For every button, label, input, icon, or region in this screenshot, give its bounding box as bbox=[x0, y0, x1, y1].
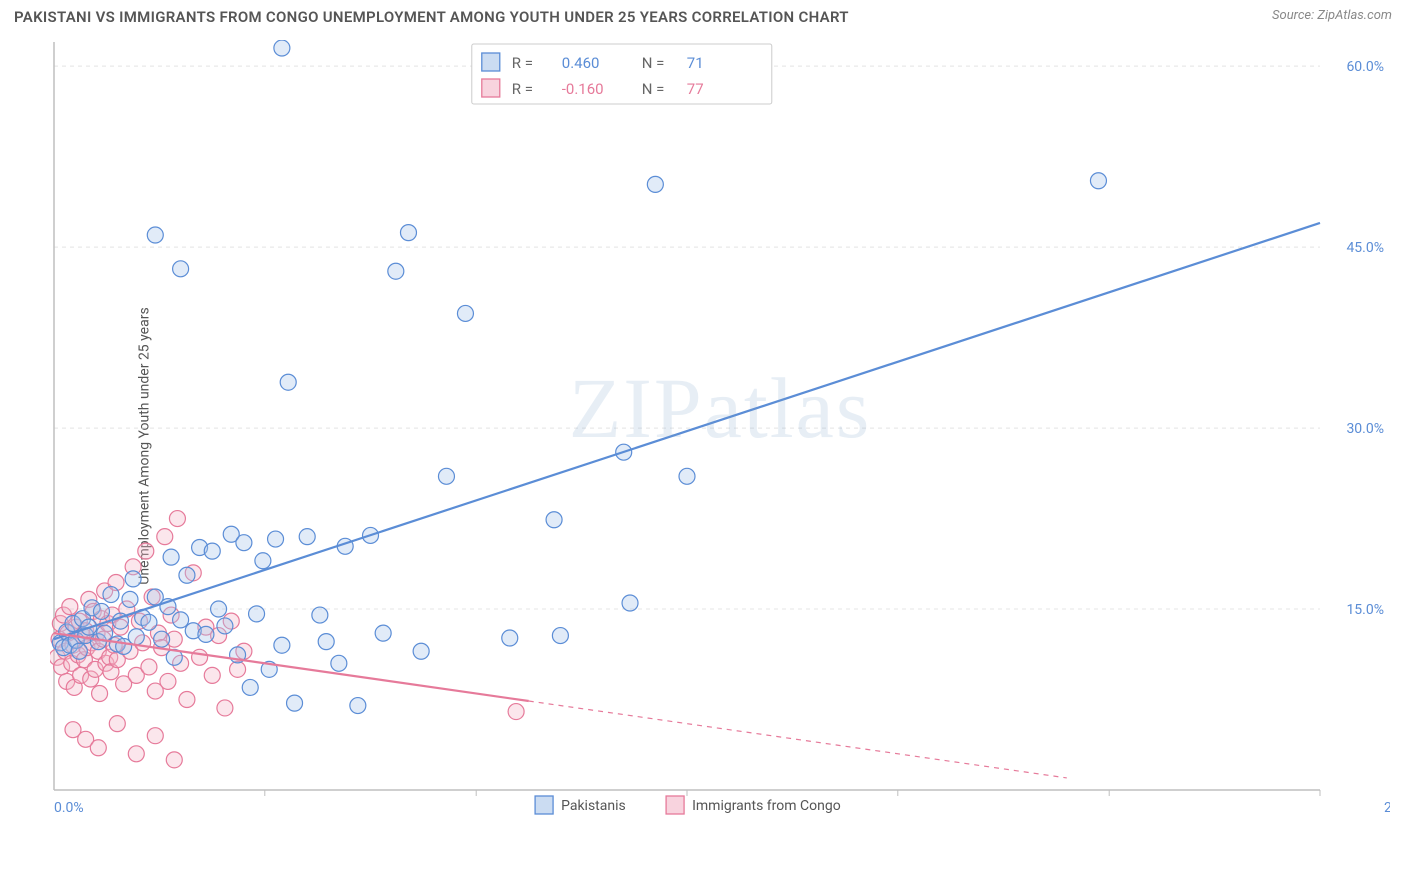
data-point bbox=[268, 531, 284, 547]
data-point bbox=[299, 529, 315, 545]
data-point bbox=[109, 716, 125, 732]
data-point bbox=[287, 695, 303, 711]
data-point bbox=[192, 649, 208, 665]
legend-r-value: 0.460 bbox=[562, 54, 600, 72]
data-point bbox=[552, 628, 568, 644]
trend-line bbox=[54, 223, 1320, 639]
ytick-label: 45.0% bbox=[1346, 240, 1384, 256]
data-point bbox=[125, 571, 141, 587]
data-point bbox=[90, 740, 106, 756]
data-point bbox=[204, 667, 220, 683]
data-point bbox=[204, 543, 220, 559]
data-point bbox=[141, 659, 157, 675]
chart-title: PAKISTANI VS IMMIGRANTS FROM CONGO UNEMP… bbox=[14, 8, 849, 26]
trend-line-extrapolated bbox=[529, 701, 1067, 778]
chart-source: Source: ZipAtlas.com bbox=[1272, 8, 1392, 23]
chart-svg: 15.0% 30.0% 45.0% 60.0% 0.0% 20.0% R = 0.460 N =… bbox=[50, 40, 1390, 840]
legend-swatch bbox=[482, 53, 500, 71]
data-point bbox=[163, 549, 179, 565]
legend-n-label: N = bbox=[642, 80, 665, 98]
legend-swatch bbox=[482, 79, 500, 97]
data-point bbox=[400, 225, 416, 241]
data-point bbox=[71, 643, 87, 659]
data-point bbox=[622, 595, 638, 611]
data-point bbox=[93, 603, 109, 619]
data-point bbox=[508, 704, 524, 720]
data-point bbox=[249, 606, 265, 622]
data-point bbox=[438, 468, 454, 484]
data-point bbox=[211, 601, 227, 617]
data-point bbox=[169, 511, 185, 527]
data-point bbox=[62, 599, 78, 615]
data-point bbox=[147, 728, 163, 744]
data-point bbox=[413, 643, 429, 659]
data-point bbox=[160, 673, 176, 689]
plot-area: ZIPatlas 15.0%30.0%45.0%60.0%0.0%20.0%R … bbox=[50, 40, 1390, 840]
xtick-label: 0.0% bbox=[54, 800, 84, 816]
data-point bbox=[312, 607, 328, 623]
ytick-label: 30.0% bbox=[1346, 421, 1384, 437]
legend-r-value: -0.160 bbox=[562, 80, 604, 98]
data-point bbox=[1090, 173, 1106, 189]
data-point bbox=[350, 698, 366, 714]
data-point bbox=[242, 679, 258, 695]
data-point bbox=[128, 746, 144, 762]
data-point bbox=[179, 567, 195, 583]
xtick-label: 20.0% bbox=[1384, 800, 1390, 816]
data-point bbox=[103, 587, 119, 603]
chart-header: PAKISTANI VS IMMIGRANTS FROM CONGO UNEMP… bbox=[0, 0, 1406, 36]
data-point bbox=[546, 512, 562, 528]
data-point bbox=[166, 752, 182, 768]
data-point bbox=[157, 529, 173, 545]
ytick-label: 60.0% bbox=[1346, 59, 1384, 75]
legend-n-label: N = bbox=[642, 54, 665, 72]
data-point bbox=[280, 374, 296, 390]
data-point bbox=[179, 692, 195, 708]
ytick-label: 15.0% bbox=[1346, 602, 1384, 618]
legend-series-label: Immigrants from Congo bbox=[692, 798, 841, 814]
data-point bbox=[92, 685, 108, 701]
data-point bbox=[122, 591, 138, 607]
data-point bbox=[173, 261, 189, 277]
data-point bbox=[457, 305, 473, 321]
data-point bbox=[236, 535, 252, 551]
data-point bbox=[502, 630, 518, 646]
data-point bbox=[274, 637, 290, 653]
data-point bbox=[679, 468, 695, 484]
data-point bbox=[141, 614, 157, 630]
data-point bbox=[318, 634, 334, 650]
data-point bbox=[255, 553, 271, 569]
legend-n-value: 77 bbox=[687, 80, 704, 98]
data-point bbox=[138, 543, 154, 559]
data-point bbox=[154, 631, 170, 647]
data-point bbox=[198, 626, 214, 642]
data-point bbox=[173, 612, 189, 628]
data-point bbox=[647, 176, 663, 192]
legend-swatch bbox=[535, 796, 553, 814]
data-point bbox=[375, 625, 391, 641]
data-point bbox=[331, 655, 347, 671]
data-point bbox=[388, 263, 404, 279]
legend-series-label: Pakistanis bbox=[561, 798, 626, 814]
data-point bbox=[217, 700, 233, 716]
data-point bbox=[274, 40, 290, 56]
legend-swatch bbox=[666, 796, 684, 814]
data-point bbox=[147, 227, 163, 243]
legend-r-label: R = bbox=[512, 54, 533, 72]
data-point bbox=[217, 618, 233, 634]
data-point bbox=[230, 661, 246, 677]
legend-r-label: R = bbox=[512, 80, 533, 98]
legend-n-value: 71 bbox=[687, 54, 704, 72]
data-point bbox=[128, 629, 144, 645]
